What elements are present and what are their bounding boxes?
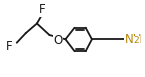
Text: O: O <box>53 34 62 47</box>
Text: F: F <box>39 3 46 16</box>
Text: F: F <box>6 40 12 53</box>
Text: NH: NH <box>125 33 142 46</box>
Text: 2: 2 <box>134 36 139 45</box>
